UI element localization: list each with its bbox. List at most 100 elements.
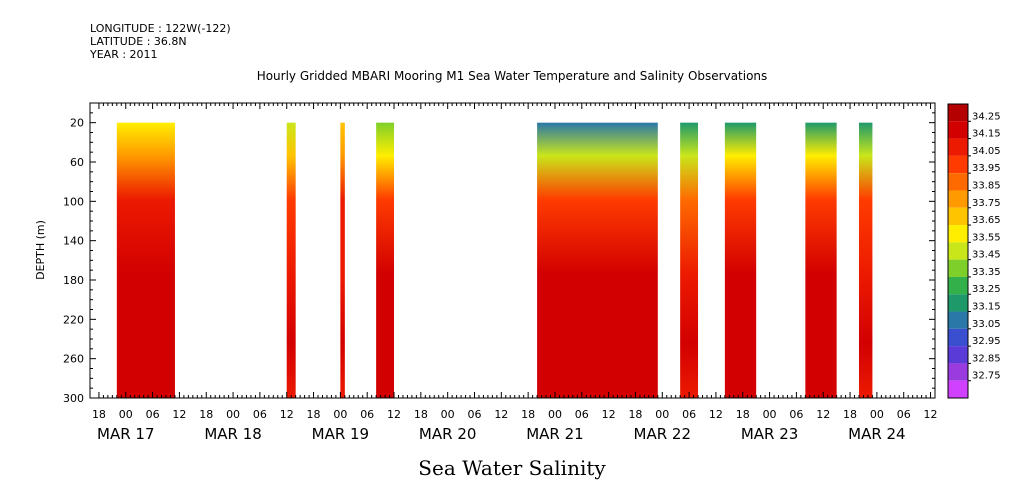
hour-tick-label: 18 — [199, 408, 213, 421]
data-segment — [116, 122, 175, 399]
colorbar-swatch — [948, 173, 968, 191]
hour-tick-label: 12 — [494, 408, 508, 421]
hour-tick-label: 18 — [521, 408, 535, 421]
hour-tick-label: 00 — [333, 408, 347, 421]
data-segments — [116, 122, 873, 399]
colorbar-label: 33.35 — [972, 267, 1001, 278]
hour-tick-label: 06 — [360, 408, 374, 421]
hour-tick-label: 18 — [628, 408, 642, 421]
y-tick-label: 20 — [70, 117, 84, 130]
data-segment — [805, 122, 837, 399]
hour-tick-label: 00 — [655, 408, 669, 421]
colorbar-label: 33.65 — [972, 215, 1001, 226]
colorbar-label: 32.95 — [972, 336, 1001, 347]
colorbar-label: 33.25 — [972, 284, 1001, 295]
data-segment — [724, 122, 757, 399]
hour-tick-label: 18 — [414, 408, 428, 421]
x-axis-ticks: 18 00 06 12 18 00 06 12 18 00 06 12 18 00 06 12 18 00 06 12… — [92, 103, 938, 443]
y-tick-label: 220 — [63, 313, 84, 326]
colorbar-swatch — [948, 346, 968, 364]
colorbar-swatch — [948, 276, 968, 295]
colorbar-label: 33.95 — [972, 163, 1001, 174]
y-tick-label: 180 — [63, 274, 84, 287]
date-label: MAR 19 — [312, 425, 369, 443]
hour-tick-label: 06 — [575, 408, 589, 421]
hour-tick-label: 12 — [924, 408, 938, 421]
hour-tick-label: 12 — [280, 408, 294, 421]
colorbar-frame — [947, 103, 969, 399]
colorbar-label: 32.85 — [972, 353, 1001, 364]
hour-tick-label: 00 — [763, 408, 777, 421]
colorbar-swatch — [948, 104, 968, 122]
date-label: MAR 22 — [634, 425, 691, 443]
y-axis-ticks: 20 60 100 140 180 220 260 300 — [63, 102, 935, 405]
hour-tick-label: 06 — [789, 408, 803, 421]
colorbar-label: 34.25 — [972, 111, 1001, 122]
data-segment — [340, 122, 345, 399]
y-tick-label: 60 — [70, 156, 84, 169]
colorbar-swatch — [948, 380, 968, 398]
chart-title: Hourly Gridded MBARI Mooring M1 Sea Wate… — [257, 69, 768, 83]
hour-tick-label: 06 — [467, 408, 481, 421]
hour-tick-label: 12 — [387, 408, 401, 421]
colorbar-label: 33.55 — [972, 232, 1001, 243]
longitude-label: LONGITUDE : 122W(-122) — [90, 22, 231, 35]
colorbar: 34.25 34.15 34.05 33.95 33.85 33.75 33.65 33.55… — [947, 103, 1001, 399]
colorbar-swatch — [948, 328, 968, 347]
colorbar-swatch — [948, 242, 968, 260]
hour-tick-label: 12 — [172, 408, 186, 421]
hour-tick-label: 18 — [307, 408, 321, 421]
colorbar-label: 32.75 — [972, 371, 1001, 382]
colorbar-swatch — [948, 294, 968, 312]
date-label: MAR 21 — [526, 425, 583, 443]
colorbar-swatch — [948, 259, 968, 277]
latitude-label: LATITUDE : 36.8N — [90, 35, 187, 48]
colorbar-swatch — [948, 155, 968, 174]
y-tick-label: 300 — [63, 392, 84, 405]
colorbar-swatch — [948, 311, 968, 329]
colorbar-label: 34.15 — [972, 129, 1001, 140]
hour-tick-label: 18 — [843, 408, 857, 421]
data-segment — [680, 122, 699, 399]
y-tick-label: 100 — [63, 195, 84, 208]
date-label: MAR 20 — [419, 425, 476, 443]
hour-tick-label: 12 — [709, 408, 723, 421]
colorbar-label: 33.85 — [972, 180, 1001, 191]
hour-tick-label: 00 — [119, 408, 133, 421]
hour-tick-label: 06 — [682, 408, 696, 421]
hour-tick-label: 00 — [870, 408, 884, 421]
y-tick-label: 260 — [63, 353, 84, 366]
date-label: MAR 18 — [204, 425, 261, 443]
hour-tick-label: 06 — [146, 408, 160, 421]
date-label: MAR 23 — [741, 425, 798, 443]
hour-tick-label: 00 — [226, 408, 240, 421]
hour-tick-label: 06 — [253, 408, 267, 421]
hour-tick-label: 12 — [602, 408, 616, 421]
hour-tick-label: 00 — [441, 408, 455, 421]
colorbar-label: 33.15 — [972, 302, 1001, 313]
colorbar-swatch — [948, 121, 968, 139]
hour-tick-label: 06 — [897, 408, 911, 421]
colorbar-label: 33.45 — [972, 250, 1001, 261]
x-axis-label: Sea Water Salinity — [418, 456, 606, 480]
colorbar-swatch — [948, 225, 968, 243]
hour-tick-label: 18 — [736, 408, 750, 421]
y-axis-label: DEPTH (m) — [34, 220, 47, 280]
data-segment — [286, 122, 296, 399]
data-segment — [537, 122, 658, 399]
colorbar-swatch — [948, 207, 968, 226]
colorbar-label: 33.05 — [972, 319, 1001, 330]
data-segment — [376, 122, 395, 399]
colorbar-swatch — [948, 363, 968, 381]
colorbar-swatch — [948, 190, 968, 208]
colorbar-label: 33.75 — [972, 198, 1001, 209]
data-segment — [858, 122, 873, 399]
colorbar-swatch — [948, 138, 968, 156]
date-label: MAR 24 — [848, 425, 905, 443]
hour-tick-label: 12 — [816, 408, 830, 421]
year-label: YEAR : 2011 — [90, 48, 158, 61]
hour-tick-label: 18 — [92, 408, 106, 421]
colorbar-label: 34.05 — [972, 146, 1001, 157]
hour-tick-label: 00 — [548, 408, 562, 421]
